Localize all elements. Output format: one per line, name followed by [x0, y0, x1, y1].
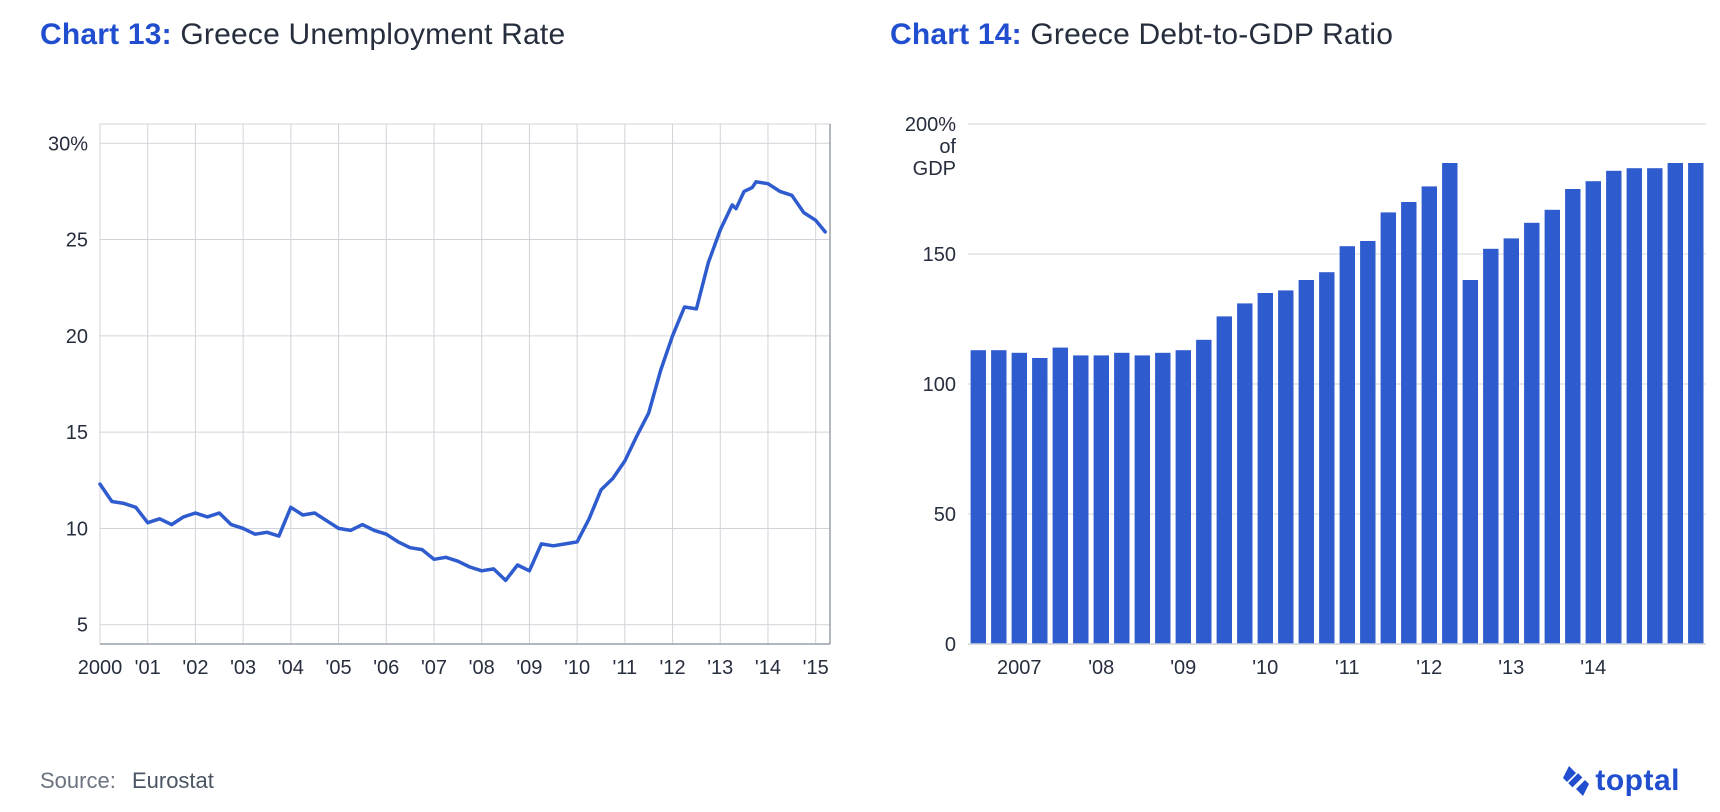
svg-text:10: 10 [66, 518, 88, 540]
svg-text:'14: '14 [755, 657, 781, 679]
brand-logo: toptal [1563, 764, 1680, 798]
svg-text:'01: '01 [135, 657, 161, 679]
svg-text:'09: '09 [1170, 657, 1196, 679]
svg-text:'07: '07 [421, 657, 447, 679]
debt-chart-title: Chart 14: Greece Debt-to-GDP Ratio [890, 18, 1680, 52]
svg-text:'02: '02 [182, 657, 208, 679]
svg-text:200%: 200% [905, 114, 956, 136]
chart-title-text-13: Greece Unemployment Rate [172, 18, 566, 51]
source-value: Eurostat [132, 768, 214, 793]
svg-text:'03: '03 [230, 657, 256, 679]
brand-text: toptal [1595, 764, 1680, 798]
svg-text:'10: '10 [1252, 657, 1278, 679]
svg-text:50: 50 [934, 504, 956, 526]
svg-text:150: 150 [923, 244, 956, 266]
svg-text:100: 100 [923, 374, 956, 396]
svg-text:30%: 30% [48, 133, 88, 155]
svg-text:'05: '05 [326, 657, 352, 679]
toptal-icon [1563, 766, 1589, 796]
svg-text:2000: 2000 [78, 657, 123, 679]
svg-text:25: 25 [66, 230, 88, 252]
svg-text:0: 0 [945, 634, 956, 656]
svg-text:'11: '11 [613, 657, 638, 679]
source-label: Source: [40, 768, 116, 793]
svg-text:'11: '11 [1335, 657, 1360, 679]
svg-text:15: 15 [66, 422, 88, 444]
svg-text:'15: '15 [803, 657, 829, 679]
chart-title-text-14: Greece Debt-to-GDP Ratio [1022, 18, 1393, 51]
svg-text:'04: '04 [278, 657, 304, 679]
svg-text:'14: '14 [1580, 657, 1606, 679]
page-root: Chart 13: Greece Unemployment Rate 5 10 15… [0, 0, 1720, 812]
svg-text:'13: '13 [707, 657, 733, 679]
svg-text:'10: '10 [564, 657, 590, 679]
unemployment-line-chart: 5 10 15 20 25 30% 2000 '01 '02 '03 '04 '05 '06 '07 '08… [40, 84, 840, 704]
svg-text:'12: '12 [1416, 657, 1442, 679]
svg-text:of: of [939, 136, 956, 158]
svg-text:'12: '12 [660, 657, 686, 679]
svg-text:'08: '08 [469, 657, 495, 679]
svg-text:2007: 2007 [997, 657, 1042, 679]
unemployment-chart-panel: Chart 13: Greece Unemployment Rate 5 10 15… [40, 18, 830, 704]
debt-bar-chart: 0 50 100 150 200%ofGDP 2007 '08 '09 '10 '11 '12 '13… [890, 84, 1710, 704]
unemployment-chart-title: Chart 13: Greece Unemployment Rate [40, 18, 830, 52]
source-attribution: Source: Eurostat [40, 768, 214, 794]
svg-text:'06: '06 [373, 657, 399, 679]
svg-text:20: 20 [66, 326, 88, 348]
chart-number-13: Chart 13: [40, 18, 172, 51]
svg-text:'09: '09 [516, 657, 542, 679]
debt-chart-panel: Chart 14: Greece Debt-to-GDP Ratio 0 50 10… [890, 18, 1680, 704]
svg-text:'13: '13 [1498, 657, 1524, 679]
svg-text:GDP: GDP [913, 158, 956, 180]
svg-text:5: 5 [77, 615, 88, 637]
chart-number-14: Chart 14: [890, 18, 1022, 51]
charts-row: Chart 13: Greece Unemployment Rate 5 10 15… [40, 18, 1680, 704]
svg-text:'08: '08 [1088, 657, 1114, 679]
